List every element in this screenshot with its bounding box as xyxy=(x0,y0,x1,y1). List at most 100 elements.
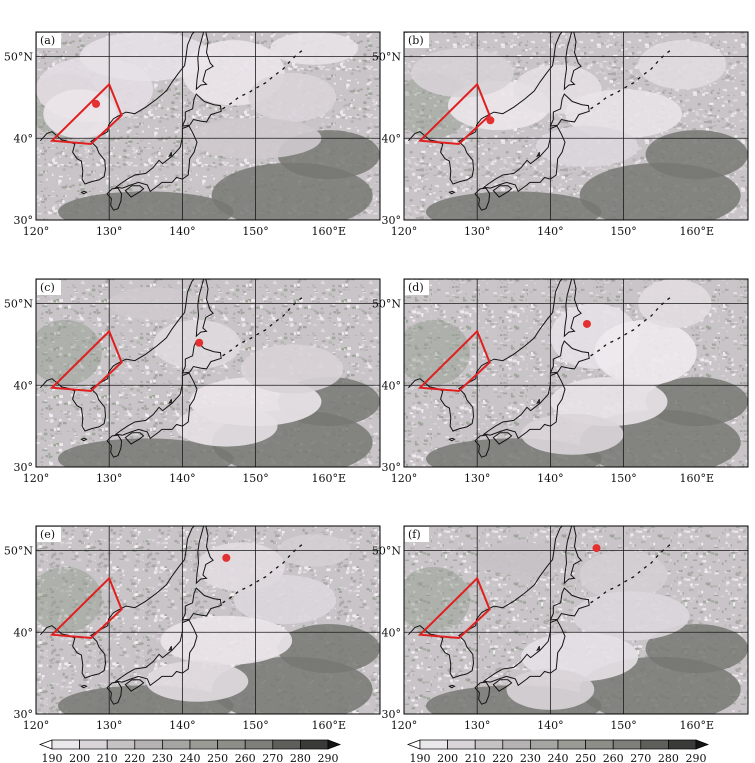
latitude-tick-label: 40° xyxy=(14,626,34,639)
coastline xyxy=(181,340,222,374)
warm-surface-area xyxy=(425,191,602,220)
longitude-tick-label: 120° xyxy=(391,472,418,485)
cloud-area xyxy=(477,542,566,576)
map-panel: (e) 30° 40° 50°N 120° 130° 140° 150° 160°E xyxy=(4,525,381,732)
colorbar-tick-label: 290 xyxy=(686,752,707,763)
coastline xyxy=(549,340,590,374)
storm-center-marker xyxy=(195,338,204,347)
colorbar-tick-label: 230 xyxy=(152,752,173,763)
colorbar-segment xyxy=(244,739,274,750)
longitude-tick-label: 140° xyxy=(537,719,564,732)
coastline xyxy=(124,185,145,198)
warm-surface-area xyxy=(57,438,234,467)
latitude-tick-label: 50°N xyxy=(4,298,33,311)
latitude-tick-label: 50°N xyxy=(372,545,401,558)
colorbar-min-extension xyxy=(39,739,53,750)
coastline xyxy=(114,125,198,193)
coastline xyxy=(195,32,214,91)
colorbar-segment xyxy=(474,739,504,750)
latitude-tick-label: 40° xyxy=(382,626,402,639)
coastline xyxy=(168,645,172,652)
coastline xyxy=(492,432,513,445)
kuril-islands xyxy=(590,49,672,110)
study-region-outline xyxy=(417,576,491,640)
coastline xyxy=(40,32,195,185)
cloud-area xyxy=(145,660,249,702)
coastline xyxy=(563,526,582,585)
warm-surface-area xyxy=(645,130,748,180)
panel-label: (e) xyxy=(40,528,55,541)
panel-frame xyxy=(403,278,749,468)
coastline xyxy=(536,645,540,652)
coastline xyxy=(124,432,145,445)
cloud-area xyxy=(175,405,278,447)
cloud-area xyxy=(550,377,668,427)
map-panel: (d) 30° 40° 50°N 120° 130° 140° 150° 160°E xyxy=(372,278,749,485)
panel-label: (d) xyxy=(408,281,424,294)
longitude-tick-label: 150° xyxy=(242,719,269,732)
coastline xyxy=(408,32,563,185)
colorbar-segment xyxy=(557,739,586,750)
panel-frame xyxy=(403,31,749,221)
longitude-tick-label: 160°E xyxy=(312,225,347,238)
colorbar-min-extension xyxy=(407,739,421,750)
panel-frame xyxy=(35,278,381,468)
storm-center-marker xyxy=(592,544,601,553)
longitude-tick-label: 150° xyxy=(242,225,269,238)
panel-label: (f) xyxy=(408,528,421,541)
longitude-tick-label: 160°E xyxy=(680,225,715,238)
latitude-tick-label: 40° xyxy=(382,132,402,145)
kuril-islands xyxy=(590,543,672,604)
longitude-tick-label: 160°E xyxy=(680,719,715,732)
colorbar-segment xyxy=(134,739,163,750)
colorbar-segment xyxy=(106,739,136,750)
colorbar-segment xyxy=(640,739,669,750)
study-region-outline xyxy=(49,82,123,146)
colorbar-segment xyxy=(612,739,642,750)
coastline xyxy=(181,93,222,127)
colorbar-tick-label: 270 xyxy=(262,752,283,763)
colorbar-tick-label: 200 xyxy=(69,752,90,763)
longitude-tick-label: 150° xyxy=(610,719,637,732)
coastline xyxy=(40,526,195,679)
latitude-tick-label: 30° xyxy=(382,708,402,721)
storm-center-marker xyxy=(582,319,591,328)
colorbar-tick-label: 280 xyxy=(290,752,311,763)
warm-surface-area xyxy=(277,624,380,674)
panel-label-box xyxy=(37,33,61,48)
longitude-tick-label: 150° xyxy=(242,472,269,485)
panel-frame xyxy=(35,31,381,221)
warm-surface-area xyxy=(645,377,748,427)
colorbar-segment xyxy=(51,739,80,750)
latitude-tick-label: 30° xyxy=(382,461,402,474)
colorbar-tick-label: 260 xyxy=(235,752,256,763)
colorbar-segment xyxy=(217,739,246,750)
latitude-tick-label: 40° xyxy=(14,379,34,392)
colorbar-segment xyxy=(162,739,191,750)
panel-frame xyxy=(403,525,749,715)
coastline xyxy=(492,185,513,198)
longitude-tick-label: 140° xyxy=(169,472,196,485)
coastline xyxy=(195,279,214,338)
latitude-tick-label: 40° xyxy=(382,379,402,392)
land-surface-area xyxy=(36,566,102,633)
cloud-area xyxy=(535,126,639,167)
longitude-tick-label: 140° xyxy=(537,225,564,238)
latitude-tick-label: 40° xyxy=(14,132,34,145)
longitude-tick-label: 140° xyxy=(169,719,196,732)
colorbar-segment xyxy=(79,739,108,750)
study-region-outline xyxy=(417,82,491,146)
panel-label: (c) xyxy=(40,281,55,294)
panel-label: (b) xyxy=(408,34,424,47)
cloud-area xyxy=(240,344,344,394)
coastline xyxy=(474,681,491,705)
cloud-area xyxy=(248,72,337,122)
longitude-tick-label: 130° xyxy=(464,472,491,485)
coastline xyxy=(474,187,491,211)
latitude-tick-label: 30° xyxy=(382,214,402,227)
storm-center-marker xyxy=(92,99,101,108)
coastline xyxy=(195,526,214,585)
colorbar-tick-label: 240 xyxy=(548,752,569,763)
coastline xyxy=(482,125,566,193)
